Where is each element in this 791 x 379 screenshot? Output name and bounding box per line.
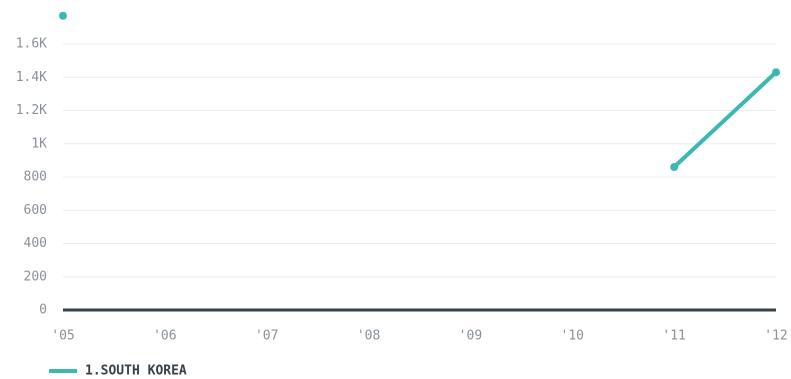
data-point (59, 11, 67, 20)
series-line (672, 70, 778, 169)
x-tick-label: '08 (357, 329, 380, 344)
y-tick-label: 1.4K (16, 70, 47, 85)
legend-label: 1.SOUTH KOREA (85, 364, 187, 379)
y-tick-label: 200 (24, 269, 47, 284)
x-tick-label: '11 (662, 329, 685, 344)
y-tick-label: 600 (24, 203, 47, 218)
y-tick-label: 0 (39, 303, 47, 318)
x-tick-label: '07 (255, 329, 278, 344)
x-tick-label: '12 (764, 329, 787, 344)
y-tick-label: 800 (24, 170, 47, 185)
x-tick-label: '09 (459, 329, 482, 344)
y-tick-label: 1.2K (16, 103, 47, 118)
x-tick-label: '06 (153, 329, 176, 344)
x-tick-label: '05 (51, 329, 74, 344)
y-tick-label: 1K (31, 136, 47, 151)
y-tick-label: 400 (24, 236, 47, 251)
x-tick-label: '10 (561, 329, 584, 344)
data-point (772, 68, 780, 77)
y-tick-label: 1.6K (16, 37, 47, 52)
data-point (670, 163, 679, 172)
